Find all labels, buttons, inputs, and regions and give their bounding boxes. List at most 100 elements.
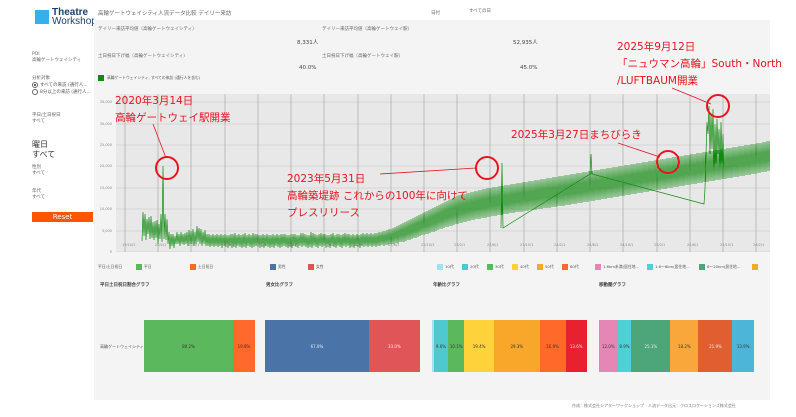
daytype-panel-title: 平日土日祝日割合グラフ <box>100 283 150 288</box>
x-tick: 26/2/1 <box>753 243 765 247</box>
weekday-filter[interactable]: すべて <box>32 150 56 159</box>
logo: Theatre Workshop <box>35 7 97 27</box>
date-filter-label: 日付 <box>431 11 440 16</box>
legend-age-30s[interactable]: 30代 <box>487 264 504 270</box>
bar-segment-male[interactable]: 67.0% <box>265 320 369 372</box>
kpi-station-drop-label: 土日祝日下げ幅（高輪ゲートウェイ駅） <box>322 54 403 59</box>
x-tick: 20/6/1 <box>188 243 200 247</box>
reset-button[interactable]: Reset <box>32 212 93 222</box>
age-stacked-bar: 9.6% 10.1% 19.4% 29.3% 16.9% 13.6% <box>432 320 587 372</box>
bar-segment-age-30s[interactable]: 10.1% <box>448 320 465 372</box>
x-tick: 21/10/1 <box>321 243 335 247</box>
x-tick: 24/2/1 <box>554 243 566 247</box>
bar-segment-dist-6[interactable]: 13.9% <box>732 320 754 372</box>
kpi-station-avg-value: 52,935人 <box>513 40 538 46</box>
bar-segment-dist-1[interactable]: 12.0% <box>599 320 618 372</box>
gender-panel-title: 男女比グラフ <box>266 283 293 288</box>
x-tick: 23/6/1 <box>487 243 499 247</box>
annotation-2023: 2023年5月31日 高輪築堤跡 これからの100年に向けて プレスリリース <box>287 173 468 219</box>
legend-dist-4[interactable] <box>752 264 760 270</box>
chart-area: 35,000 30,000 25,000 20,000 15,000 10,00… <box>94 92 770 400</box>
legend-dist-1[interactable]: 1.6km未満(居住地... <box>595 264 639 270</box>
bar-segment-age-70s[interactable]: 13.6% <box>565 320 587 372</box>
sidebar: Theatre Workshop POI 高輪ゲートウェイシティ 分析対象 すべ… <box>0 0 97 417</box>
bar-segment-female[interactable]: 33.0% <box>368 320 420 372</box>
footer-credit: 作成：株式会社シアターワークショップ 人流データ出元：クロスロケーションズ株式会… <box>572 403 736 408</box>
x-tick: 22/6/1 <box>388 243 400 247</box>
legend-holiday[interactable]: 土日祝日 <box>190 264 213 270</box>
logo-line1: Theatre <box>52 7 89 18</box>
y-tick: 25,000 <box>99 143 112 147</box>
x-tick: 24/10/1 <box>620 243 634 247</box>
bar-segment-holiday[interactable]: 19.8% <box>233 320 255 372</box>
age-label: 年代 <box>32 189 41 194</box>
poi-label: POI <box>32 52 40 57</box>
weekday-label: 曜日 <box>32 140 48 149</box>
poi-value[interactable]: 高輪ゲートウェイシティ <box>32 58 82 63</box>
legend-dist-3[interactable]: 6〜20km(居住地... <box>699 264 740 270</box>
legend-daytype-label: 平日/土日祝日 <box>98 264 123 269</box>
bar-segment-dist-2[interactable]: 8.9% <box>617 320 632 372</box>
bar-segment-age-60s[interactable]: 16.9% <box>539 320 566 372</box>
gender-filter[interactable]: すべて <box>32 171 46 176</box>
bar-segment-weekday[interactable]: 80.2% <box>144 320 234 372</box>
x-tick: 25/10/1 <box>720 243 734 247</box>
radio-unselected-icon <box>32 89 38 95</box>
bar-segment-age-10s[interactable] <box>432 320 434 372</box>
legend-age-10s[interactable]: 10代 <box>437 264 454 270</box>
bar-segment-age-20s[interactable]: 9.6% <box>433 320 449 372</box>
legend-age-40s[interactable]: 40代 <box>512 264 529 270</box>
legend-weekday[interactable]: 平日 <box>136 264 152 270</box>
dashboard-main: 高輪ゲートウェイシティ人流データ比較 デイリー来訪 日付 すべての日 デイリー来… <box>94 0 794 417</box>
x-tick: 20/10/1 <box>221 243 235 247</box>
kpi-city-avg-value: 8,331人 <box>297 40 319 46</box>
annotation-circle <box>656 150 680 174</box>
bar-segment-dist-4[interactable]: 18.2% <box>670 320 699 372</box>
kpi-station-drop-value: 45.0% <box>520 65 538 71</box>
kpi-panel: デイリー来訪平均値（高輪ゲートウェイシティ） 8,331人 デイリー来訪平均値（… <box>94 20 770 92</box>
x-tick: 24/6/1 <box>587 243 599 247</box>
distance-stacked-bar: 12.0% 8.9% 25.1% 18.2% 21.9% 13.9% <box>599 320 754 372</box>
legend-row: 平日/土日祝日 平日 土日祝日 男性 女性 10代 20代 30代 40代 50… <box>98 264 768 272</box>
legend-dist-2[interactable]: 1.6〜6km(居住地... <box>647 264 690 270</box>
annotation-circle <box>155 156 179 180</box>
y-tick: 20,000 <box>99 164 112 168</box>
legend-male[interactable]: 男性 <box>270 264 286 270</box>
annotation-circle <box>706 94 730 118</box>
radio-selected-icon <box>32 82 38 88</box>
radio-all-visits[interactable]: すべての来訪 (通行人... <box>32 82 91 88</box>
y-tick: 10,000 <box>99 207 112 211</box>
age-panel-title: 年齢比グラフ <box>433 283 460 288</box>
daytype-filter[interactable]: すべて <box>32 119 46 124</box>
x-tick: 23/10/1 <box>520 243 534 247</box>
age-filter[interactable]: すべて <box>32 195 46 200</box>
bar-segment-dist-3[interactable]: 25.1% <box>631 320 671 372</box>
date-filter[interactable]: すべての日 <box>469 9 492 14</box>
x-tick: 19/10/1 <box>122 243 136 247</box>
x-tick: 23/2/1 <box>454 243 466 247</box>
gender-label: 性別 <box>32 165 41 170</box>
legend-age-60s[interactable]: 60代 <box>562 264 579 270</box>
kpi-city-avg-label: デイリー来訪平均値（高輪ゲートウェイシティ） <box>98 27 197 32</box>
kpi-station-avg-label: デイリー来訪平均値（高輪ゲートウェイ駅） <box>322 27 412 32</box>
radio-8min-visits[interactable]: 8分以上の来訪 (通行人... <box>32 89 91 95</box>
kpi-city-drop-value: 40.0% <box>299 65 317 71</box>
y-tick: 15,000 <box>99 186 112 190</box>
legend-age-50s[interactable]: 50代 <box>537 264 554 270</box>
bar-segment-dist-5[interactable]: 21.9% <box>698 320 733 372</box>
row-label: 高輪ゲートウェイシティ <box>100 344 144 349</box>
legend-age-20s[interactable]: 20代 <box>462 264 479 270</box>
legend-female[interactable]: 女性 <box>308 264 324 270</box>
annotation-2025-sept: 2025年9月12日 「ニュウマン高輪」South・North /LUFTBAU… <box>617 41 782 87</box>
logo-line2: Workshop <box>52 16 97 27</box>
bar-segment-age-50s[interactable]: 29.3% <box>494 320 540 372</box>
bar-segment-age-40s[interactable]: 19.4% <box>464 320 495 372</box>
x-tick: 22/2/1 <box>354 243 366 247</box>
daytype-stacked-bar: 80.2% 19.8% <box>144 320 255 372</box>
gender-stacked-bar: 67.0% 33.0% <box>265 320 420 372</box>
x-tick: 21/6/1 <box>288 243 300 247</box>
x-tick: 25/6/1 <box>687 243 699 247</box>
annotation-2020: 2020年3月14日 高輪ゲートウェイ駅開業 <box>115 95 231 124</box>
target-label: 分析対象 <box>32 76 50 81</box>
y-tick: 30,000 <box>99 122 112 126</box>
